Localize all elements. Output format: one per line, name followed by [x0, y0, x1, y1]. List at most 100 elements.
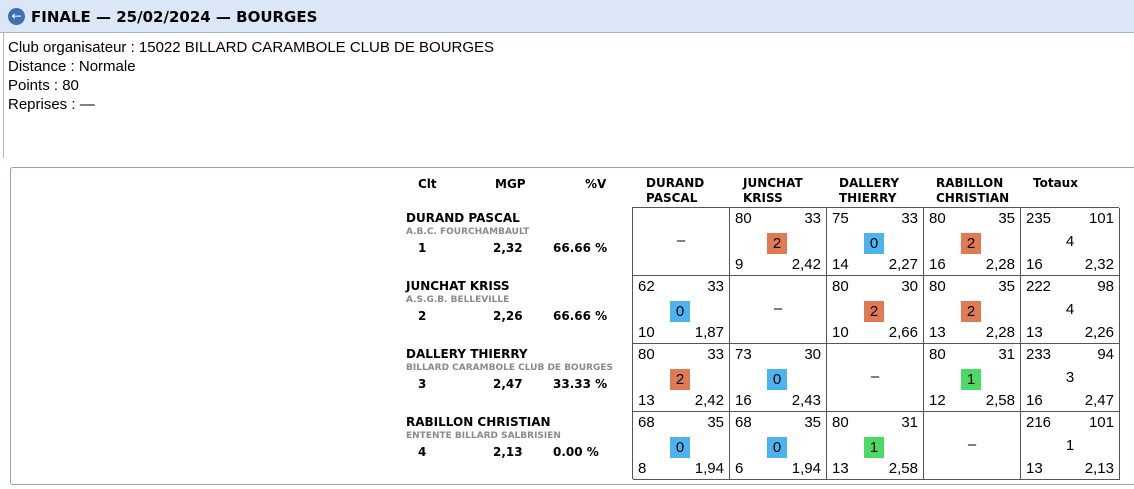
player-name: DALLERY THIERRY: [406, 347, 528, 361]
points-value: 216: [1026, 414, 1052, 431]
average-value: 2,27: [888, 256, 918, 273]
empty-cell-dash: –: [967, 436, 977, 453]
player-mgp: 2,32: [493, 241, 523, 255]
col-header-player-4-line2: CHRISTIAN: [936, 191, 1010, 205]
serie-value: 9: [735, 256, 744, 273]
points-value: 222: [1026, 278, 1052, 295]
average-value: 2,32: [1084, 256, 1114, 273]
serie-value: 13: [638, 392, 655, 409]
points-value: 80: [929, 278, 946, 295]
player-club: A.B.C. FOURCHAMBAULT: [406, 227, 530, 237]
points-value: 68: [638, 414, 655, 431]
col-header-pct: %V: [585, 177, 607, 191]
player-win-pct: 33.33 %: [553, 377, 608, 391]
average-value: 1,94: [791, 460, 821, 477]
page-title: FINALE — 25/02/2024 — BOURGES: [31, 8, 318, 26]
average-value: 2,13: [1084, 460, 1114, 477]
empty-cell-dash: –: [676, 232, 686, 249]
reprises-value: 98: [1097, 278, 1114, 295]
match-cell: –: [827, 344, 924, 412]
match-points-badge: 1: [864, 437, 884, 458]
player-win-pct: 66.66 %: [553, 241, 608, 255]
reprises-value: 33: [901, 210, 918, 227]
points: Points : 80: [8, 77, 79, 94]
col-header-player-2: JUNCHAT KRISS: [743, 176, 803, 206]
player-rank: 2: [418, 309, 427, 323]
points-value: 73: [735, 346, 752, 363]
match-cell: 80 30 10 2,66 2: [827, 276, 924, 344]
average-value: 2,42: [694, 392, 724, 409]
col-header-mgp: MGP: [495, 177, 526, 191]
match-cell: –: [730, 276, 827, 344]
serie-value: 16: [929, 256, 946, 273]
points-value: 80: [929, 346, 946, 363]
average-value: 2,43: [791, 392, 821, 409]
player-mgp: 2,26: [493, 309, 523, 323]
player-club: ENTENTE BILLARD SALBRISIEN: [406, 431, 561, 441]
competition-info: Club organisateur : 15022 BILLARD CARAMB…: [8, 38, 494, 114]
frame-border: [3, 33, 4, 158]
average-value: 2,66: [888, 324, 918, 341]
distance: Distance : Normale: [8, 58, 136, 75]
match-points-badge: 2: [670, 369, 690, 390]
back-arrow-icon[interactable]: ←: [8, 8, 25, 25]
points-value: 235: [1026, 210, 1052, 227]
match-cell: 75 33 14 2,27 0: [827, 208, 924, 276]
reprises-value: 33: [707, 278, 724, 295]
match-points-badge: 0: [767, 437, 787, 458]
average-value: 2,28: [985, 324, 1015, 341]
match-points-badge: 2: [767, 233, 787, 254]
col-header-clt: Clt: [418, 177, 437, 191]
player-row: RABILLON CHRISTIAN ENTENTE BILLARD SALBRI…: [406, 415, 632, 475]
col-header-player-1: DURAND PASCAL: [646, 176, 704, 206]
average-value: 1,87: [694, 324, 724, 341]
empty-cell-dash: –: [870, 368, 880, 385]
reprises: Reprises : —: [8, 96, 95, 113]
player-mgp: 2,47: [493, 377, 523, 391]
serie-value: 13: [832, 460, 849, 477]
average-value: 1,94: [694, 460, 724, 477]
match-points-badge: 2: [961, 301, 981, 322]
match-cell: –: [633, 208, 730, 276]
points-value: 80: [638, 346, 655, 363]
match-cell: 68 35 6 1,94 0: [730, 412, 827, 480]
average-value: 2,42: [791, 256, 821, 273]
col-header-player-2-line1: JUNCHAT: [743, 176, 803, 190]
points-value: 80: [929, 210, 946, 227]
player-mgp: 2,13: [493, 445, 523, 459]
player-name: DURAND PASCAL: [406, 211, 520, 225]
match-points-badge: 0: [670, 437, 690, 458]
match-cell: 80 33 13 2,42 2: [633, 344, 730, 412]
total-match-points: 3: [1065, 369, 1075, 386]
total-match-points: 1: [1065, 437, 1075, 454]
player-name: JUNCHAT KRISS: [406, 279, 510, 293]
col-header-totals: Totaux: [1033, 176, 1078, 190]
serie-value: 12: [929, 392, 946, 409]
points-value: 80: [735, 210, 752, 227]
player-row: DALLERY THIERRY BILLARD CARAMBOLE CLUB DE…: [406, 347, 632, 407]
reprises-value: 101: [1088, 210, 1114, 227]
col-header-player-4-line1: RABILLON: [936, 176, 1004, 190]
match-points-badge: 0: [670, 301, 690, 322]
player-name: RABILLON CHRISTIAN: [406, 415, 551, 429]
match-cell: 80 35 16 2,28 2: [924, 208, 1021, 276]
average-value: 2,47: [1084, 392, 1114, 409]
total-match-points: 4: [1065, 301, 1075, 318]
reprises-value: 31: [998, 346, 1015, 363]
match-cell: 73 30 16 2,43 0: [730, 344, 827, 412]
match-points-badge: 2: [864, 301, 884, 322]
results-grid: –80 33 9 2,42 2 75 33 14 2,27 0 80 35 16 2,28 2 235 101 1…: [632, 207, 1120, 480]
player-win-pct: 0.00 %: [553, 445, 599, 459]
match-cell: 80 31 13 2,58 1: [827, 412, 924, 480]
serie-value: 8: [638, 460, 647, 477]
serie-value: 13: [1026, 324, 1043, 341]
reprises-value: 35: [998, 210, 1015, 227]
organizer-club: Club organisateur : 15022 BILLARD CARAMB…: [8, 39, 495, 56]
serie-value: 6: [735, 460, 744, 477]
match-cell: 80 31 12 2,58 1: [924, 344, 1021, 412]
serie-value: 16: [1026, 392, 1043, 409]
reprises-value: 31: [901, 414, 918, 431]
player-rank: 3: [418, 377, 427, 391]
points-value: 80: [832, 414, 849, 431]
col-header-player-3: DALLERY THIERRY: [839, 176, 899, 206]
